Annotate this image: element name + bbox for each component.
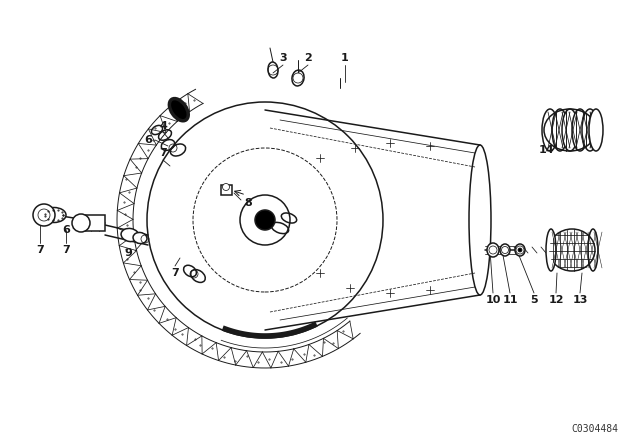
Ellipse shape: [542, 109, 558, 151]
Text: 11: 11: [502, 295, 518, 305]
Text: 3: 3: [279, 53, 287, 63]
Text: 4: 4: [159, 121, 167, 131]
Text: 6: 6: [144, 135, 152, 145]
Text: 6: 6: [62, 225, 70, 235]
Ellipse shape: [42, 207, 66, 223]
Text: 7: 7: [171, 268, 179, 278]
Text: 10: 10: [485, 295, 500, 305]
Text: 9: 9: [124, 248, 132, 258]
Ellipse shape: [133, 233, 147, 244]
Circle shape: [518, 248, 522, 252]
Ellipse shape: [582, 109, 598, 151]
Circle shape: [33, 204, 55, 226]
Ellipse shape: [170, 99, 188, 121]
FancyBboxPatch shape: [83, 215, 105, 231]
Ellipse shape: [546, 229, 556, 271]
Ellipse shape: [515, 244, 525, 256]
Text: C0304484: C0304484: [571, 424, 618, 434]
Text: 12: 12: [548, 295, 564, 305]
Ellipse shape: [589, 109, 603, 151]
Circle shape: [255, 210, 275, 230]
Ellipse shape: [500, 244, 510, 256]
Ellipse shape: [572, 109, 588, 151]
Text: 14: 14: [538, 145, 554, 155]
Text: 8: 8: [244, 198, 252, 208]
Text: 7: 7: [159, 148, 167, 158]
Bar: [221, 185, 232, 195]
Text: 2: 2: [304, 53, 312, 63]
Text: 13: 13: [572, 295, 588, 305]
Text: 7: 7: [36, 245, 44, 255]
Text: 5: 5: [530, 295, 538, 305]
Circle shape: [72, 214, 90, 232]
Text: 1: 1: [341, 53, 349, 63]
Circle shape: [223, 184, 230, 190]
Text: 7: 7: [62, 245, 70, 255]
Ellipse shape: [552, 109, 568, 151]
Ellipse shape: [562, 109, 578, 151]
Ellipse shape: [487, 243, 499, 257]
Ellipse shape: [121, 228, 139, 241]
